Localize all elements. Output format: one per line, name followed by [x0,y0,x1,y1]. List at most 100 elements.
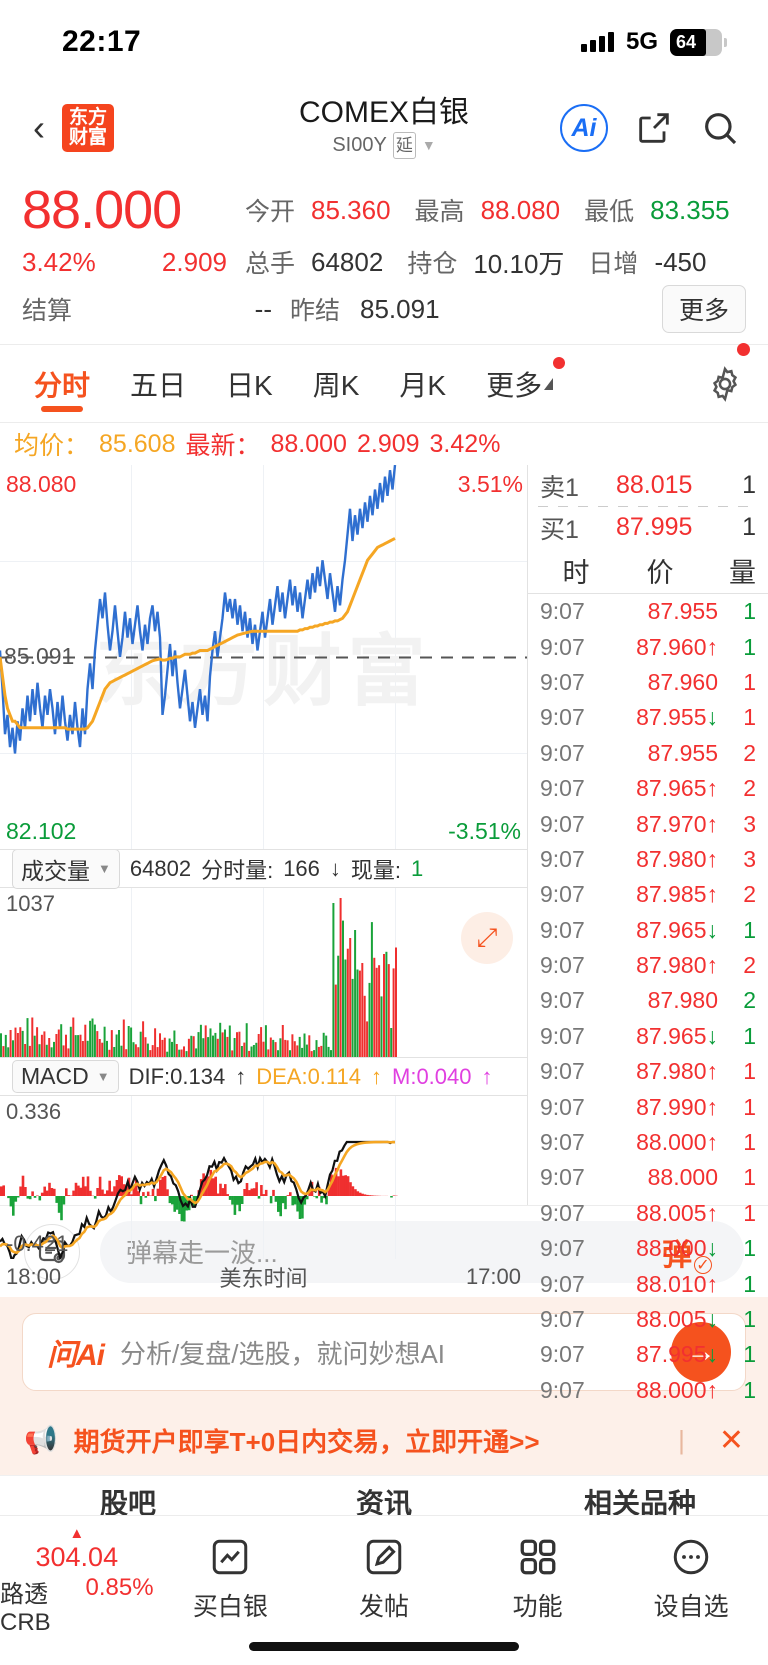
macd-dea: DEA:0.114 [256,1063,361,1089]
tick-volume: 2 [743,952,756,979]
tick-row: 9:07 87.990↑ 1 [528,1089,768,1124]
tick-volume: 1 [743,704,756,731]
close-icon[interactable]: ✕ [718,1423,744,1457]
symbol-code: SI00Y [332,134,387,157]
tick-time: 9:07 [540,1129,585,1156]
last-pct-value: 3.42% [429,429,501,458]
tick-row: 9:07 88.005↓ 1 [528,1302,768,1337]
price-chart[interactable]: 东方财富 88.080 3.51% 85.091 [0,465,527,850]
tab-five-day[interactable]: 五日 [130,369,187,401]
tick-price: 88.005↓ [636,1306,718,1332]
volume-bars-svg [0,898,397,1057]
high-cell: 最高 88.080 [415,192,561,228]
bottom-item-add-watchlist[interactable]: 设自选 [614,1522,768,1623]
arrow-right-icon[interactable]: → [671,1322,731,1382]
subnav-item-related[interactable]: 相关品种 [583,1488,696,1519]
tick-time: 9:07 [540,1376,585,1403]
delay-tag: 延 [392,131,416,159]
macd-axis-min: -0.421 [6,1231,69,1256]
list-icon[interactable] [24,1223,80,1280]
macd-series-svg [0,1140,398,1259]
chevron-down-icon: ▼ [96,1069,110,1084]
tick-time: 9:07 [540,775,585,802]
macd-indicator-select[interactable]: MACD ▼ [12,1060,119,1093]
tick-row: 9:07 87.980↑ 3 [528,842,768,877]
more-dots-icon [673,1539,709,1575]
chevron-down-icon: ▼ [98,861,111,876]
tab-monthly-k[interactable]: 月K [399,369,447,401]
tick-row: 9:07 87.970↑ 3 [528,806,768,841]
macd-dif: DIF:0.134 [128,1063,226,1089]
ask-row[interactable]: 卖1 88.015 1 [528,465,768,506]
tab-intraday[interactable]: 分时 [14,345,110,422]
edit-icon [366,1539,402,1575]
tick-time: 9:07 [540,1306,585,1332]
promo-banner[interactable]: 📢 期货开户即享T+0日内交易，立即开通>> | ✕ [0,1405,768,1475]
tick-time: 9:07 [540,1235,585,1262]
volume-chart[interactable]: 1037 ⤢ [0,888,527,1058]
time-axis-end: 17:00 [465,1264,521,1289]
more-button[interactable]: 更多 [661,285,746,333]
ask-label: 卖1 [540,473,579,502]
price-series-svg [0,465,527,754]
tick-time: 9:07 [540,1341,585,1368]
tick-volume: 3 [743,845,756,872]
tab-daily-k[interactable]: 日K [226,369,273,401]
expand-icon[interactable]: ⤢ [461,912,513,964]
bottom-item-label: 买白银 [192,1593,268,1621]
chart-settings-button[interactable] [686,343,750,422]
macd-chart[interactable]: 0.336 -0.421 [0,1096,527,1259]
ai-search-box[interactable]: 问Ai 分析/复盘/选股，就问妙想AI → [22,1313,746,1391]
tick-list[interactable]: 9:07 87.955 1 9:07 87.960↑ 1 9:07 87.960 1 9:07 87… [528,594,768,1408]
share-icon[interactable] [634,108,674,148]
subnav-item-news[interactable]: 资讯 [355,1488,412,1519]
tab-weekly-k[interactable]: 周K [312,369,360,401]
period-volume-label: 分时量: [201,857,274,883]
app-logo[interactable]: 东方 财富 [62,104,114,152]
search-icon[interactable] [700,108,740,148]
tick-price: 88.000↑ [636,1376,718,1403]
status-bar: 22:17 5G 64 [0,0,768,84]
chevron-down-icon[interactable]: ▼ [421,136,436,153]
macd-axis-max: 0.336 [6,1099,62,1124]
tick-time: 9:07 [540,952,585,979]
daily-increase-label: 日增 [588,250,639,278]
bottom-item-functions[interactable]: 功能 [461,1522,615,1623]
volume-indicator-select[interactable]: 成交量 ▼ [12,848,120,889]
orderbook-divider [538,506,758,507]
ai-assistant-icon[interactable]: Ai [560,104,608,152]
subnav-item-guba[interactable]: 股吧 [99,1488,156,1519]
chart-tabs: 分时 五日 日K 周K 月K 更多 [0,343,768,423]
quote-row-2: 3.42% 2.909 总手 64802 持仓 10.10万 日增 -450 [22,240,746,284]
last-price-value: 88.000 [270,429,347,458]
tick-time: 9:07 [540,1058,585,1085]
price-axis-min: 82.102 [6,818,77,844]
nav-bar: ‹ 东方 财富 COMEX白银 SI00Y 延 ▼ Ai [0,84,768,172]
tick-row: 9:07 87.965↓ 1 [528,1019,768,1054]
settle-value: -- [254,293,272,324]
prev-settle-value: 85.091 [360,293,440,324]
danmu-input[interactable]: 弹幕走一波... 弹 ✓ [100,1220,744,1283]
daily-increase-cell: 日增 -450 [588,244,706,280]
tick-volume: 1 [743,1093,756,1120]
bottom-item-label: 发帖 [358,1593,409,1621]
tick-time: 9:07 [540,633,585,660]
tick-row: 9:07 88.000↑ 1 [528,1373,768,1408]
tick-time: 9:07 [540,704,585,731]
bid-row[interactable]: 买1 87.995 1 [528,507,768,548]
tick-row: 9:07 87.955 2 [528,736,768,771]
danmu-send-button[interactable]: 弹 ✓ [662,1230,718,1274]
danmu-placeholder: 弹幕走一波... [126,1238,278,1268]
tab-more[interactable]: 更多 [466,345,573,422]
ai-logo: 问Ai [47,1339,105,1372]
bottom-item-post[interactable]: 发帖 [307,1522,461,1623]
tick-price: 88.000↑ [636,1129,718,1156]
tick-time: 9:07 [540,810,585,837]
tick-row: 9:07 87.985↑ 2 [528,877,768,912]
daily-increase-value: -450 [654,246,707,277]
volume-total: 64802 [129,855,192,881]
logo-line1: 东方 [68,106,107,129]
bottom-item-buy-silver[interactable]: 买白银 [154,1522,308,1623]
back-button[interactable]: ‹ [33,107,45,148]
crb-index[interactable]: ▲ 304.04 路透CRB 0.85% [0,1522,154,1637]
